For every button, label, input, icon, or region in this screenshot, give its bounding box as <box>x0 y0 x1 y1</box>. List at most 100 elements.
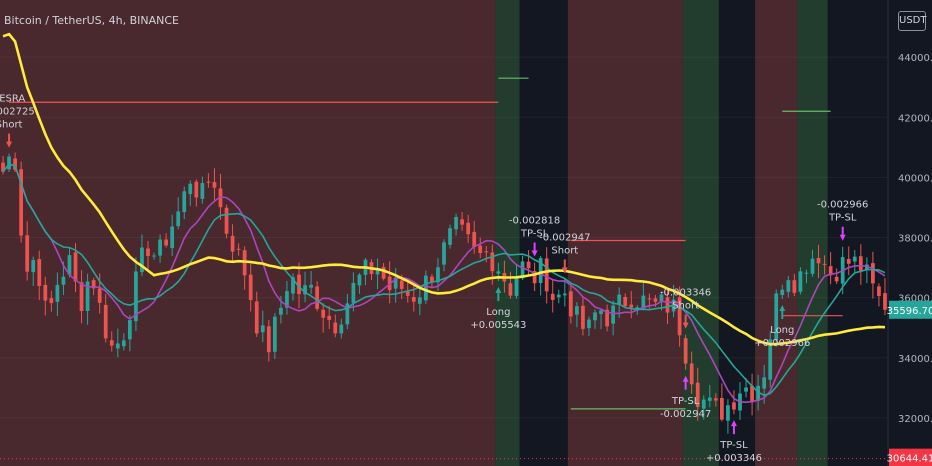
candle-down <box>254 301 259 334</box>
candle-up <box>152 255 156 257</box>
candle-up <box>575 306 579 315</box>
bull-zone <box>682 0 719 466</box>
candle-down <box>25 235 30 272</box>
trade-zones <box>0 0 828 466</box>
candle-up <box>158 239 162 256</box>
candle-down <box>460 219 464 225</box>
candle-down <box>236 248 241 250</box>
candle-up <box>448 228 452 245</box>
candle-up <box>393 277 398 289</box>
candle-down <box>677 297 682 336</box>
price-tick-label: 44000.00 <box>898 53 932 64</box>
candle-up <box>375 269 380 275</box>
ma-fast-line <box>2 163 886 404</box>
candle-up <box>339 324 344 334</box>
candle-down <box>720 397 724 420</box>
candle-up <box>188 183 193 195</box>
candle-down <box>532 271 537 284</box>
candle-down <box>653 298 658 302</box>
candle-down <box>828 266 833 276</box>
candle-up <box>279 307 283 315</box>
signal-arrow-down <box>682 314 689 329</box>
signal-label: 3ESRA <box>0 94 25 105</box>
signal-label: -0.002947 <box>539 233 590 244</box>
candle-down <box>146 248 150 257</box>
signal-label: Short <box>0 120 23 131</box>
candle-down <box>526 261 531 269</box>
candle-down <box>550 293 555 300</box>
candle-up <box>115 343 120 349</box>
candle-up <box>357 274 362 286</box>
candle-up <box>134 271 138 322</box>
candle-down <box>19 169 24 236</box>
candle-down <box>381 267 386 279</box>
candle-down <box>472 231 477 248</box>
candle-up <box>701 399 706 409</box>
candle-up <box>641 295 646 309</box>
candle-down <box>581 305 585 329</box>
signal-arrow-down <box>561 259 568 274</box>
candle-down <box>871 263 875 284</box>
candle-up <box>7 156 11 170</box>
price-tick-label: 34000.00 <box>898 354 932 365</box>
candle-down <box>683 338 688 364</box>
candle-down <box>315 286 320 309</box>
candle-down <box>846 258 851 264</box>
signal-label: -0.002947 <box>660 409 711 420</box>
candle-up <box>707 397 712 401</box>
candle-up <box>762 377 767 389</box>
signal-arrow-down <box>839 226 846 241</box>
candle-down <box>490 252 495 272</box>
candle-up <box>852 256 857 262</box>
current-price-label: 35596.70 <box>887 306 932 317</box>
signal-label: Short <box>551 246 578 257</box>
price-tick-label: 38000.00 <box>898 234 932 245</box>
symbol-title: Bitcoin / TetherUS, 4h, BINANCE <box>4 14 180 27</box>
candle-up <box>121 340 126 347</box>
price-axis-background <box>888 0 932 466</box>
candle-up <box>756 385 760 401</box>
currency-button[interactable]: USDT <box>898 11 926 31</box>
signal-label: TP-SL <box>719 440 748 451</box>
signal-arrow-down <box>531 242 538 257</box>
candle-up <box>496 271 501 274</box>
signal-label: -0.002725 <box>0 107 35 118</box>
candle-down <box>43 284 48 301</box>
signal-label: +0.005543 <box>470 320 526 331</box>
candle-up <box>351 282 356 303</box>
signal-arrow-down <box>6 133 13 148</box>
signal-label: TP-SL <box>828 213 857 224</box>
candle-down <box>49 298 54 304</box>
candle-down <box>248 274 253 301</box>
price-axis[interactable]: 32000.00 34000.00 36000.00 38000.00 40000.00… <box>887 0 932 466</box>
candle-up <box>774 293 779 341</box>
candle-up <box>593 312 597 321</box>
candle-up <box>810 258 815 274</box>
ma-mid-line <box>2 163 886 397</box>
signal-label: -0.002966 <box>817 200 868 211</box>
candle-up <box>140 247 144 273</box>
candle-up <box>85 281 90 312</box>
candle-down <box>695 382 700 407</box>
candle-up <box>424 275 428 301</box>
candle-down <box>430 276 434 283</box>
candle-down <box>544 258 549 292</box>
candle-up <box>587 319 591 329</box>
candle-down <box>73 252 78 282</box>
bear-zone <box>755 0 798 466</box>
bull-zone <box>495 0 520 466</box>
candle-down <box>605 309 609 327</box>
candle-down <box>750 385 754 403</box>
candle-up <box>67 255 72 275</box>
candle-down <box>109 340 114 346</box>
signal-label: +0.003346 <box>706 453 762 464</box>
candle-down <box>321 309 326 318</box>
candle-down <box>834 276 839 282</box>
candle-down <box>466 222 471 235</box>
candle-up <box>520 261 525 279</box>
candle-down <box>623 297 628 307</box>
moving-averages <box>2 32 886 404</box>
candle-up <box>599 310 603 315</box>
candle-up <box>31 260 36 273</box>
